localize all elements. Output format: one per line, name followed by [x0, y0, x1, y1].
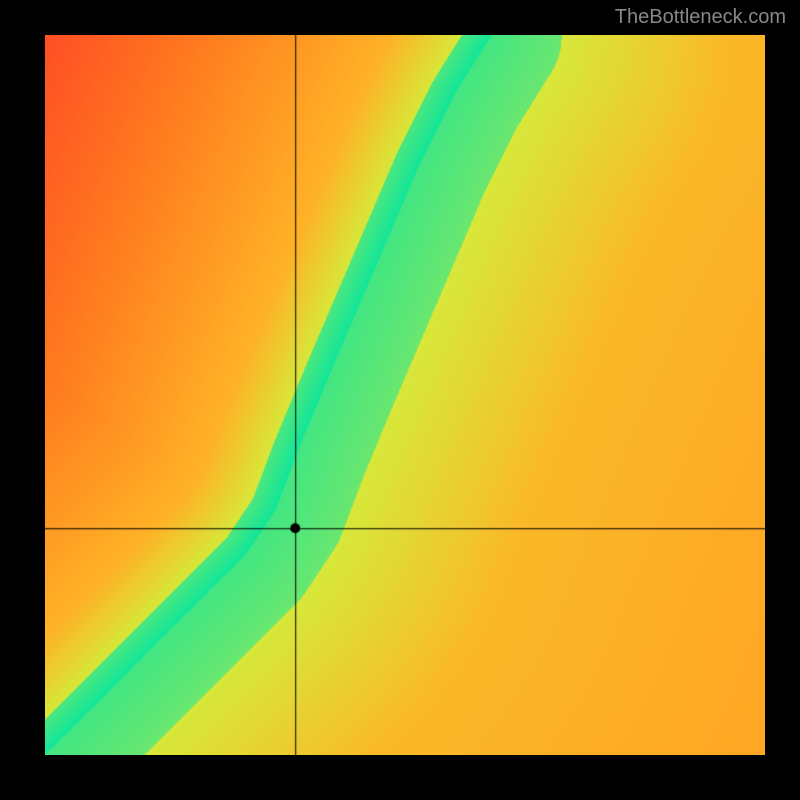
watermark-text: TheBottleneck.com	[615, 6, 786, 29]
heatmap-canvas	[45, 35, 765, 755]
bottleneck-heatmap	[45, 35, 765, 755]
